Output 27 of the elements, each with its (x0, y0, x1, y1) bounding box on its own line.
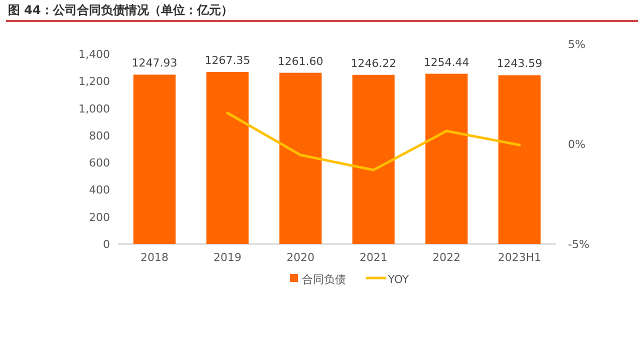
data-label: 1267.35 (204, 54, 250, 68)
data-label: 1254.44 (424, 56, 470, 69)
data-label: 1246.22 (350, 56, 396, 70)
legend-label: YOY (387, 273, 410, 286)
y-tick-label: 200 (89, 210, 110, 224)
y-tick-label: 0 (103, 238, 110, 251)
x-tick-label: 2021 (360, 251, 388, 264)
y2-tick-label: -5% (568, 238, 590, 251)
x-tick-label: 2019 (214, 251, 242, 264)
y-tick-label: 1,400 (78, 48, 110, 61)
data-label: 1243.59 (496, 57, 542, 70)
data-label: 1247.93 (132, 56, 178, 70)
chart-title: 图 44：公司合同负债情况（单位：亿元） (8, 3, 233, 17)
y2-tick-label: 5% (568, 38, 586, 51)
legend-label: 合同负债 (302, 273, 346, 286)
x-tick-label: 2018 (140, 251, 168, 264)
y-tick-label: 600 (89, 156, 110, 170)
y-tick-label: 400 (89, 184, 110, 197)
y-tick-label: 1,200 (78, 75, 110, 88)
x-tick-label: 2022 (432, 251, 460, 264)
y2-tick-label: 0% (568, 138, 586, 151)
x-tick-label: 2020 (286, 251, 314, 264)
x-tick-label: 2023H1 (498, 251, 542, 264)
y-tick-label: 800 (89, 129, 110, 142)
y-tick-label: 1,000 (78, 102, 110, 116)
line-series (226, 112, 521, 172)
data-label: 1261.60 (278, 54, 324, 68)
